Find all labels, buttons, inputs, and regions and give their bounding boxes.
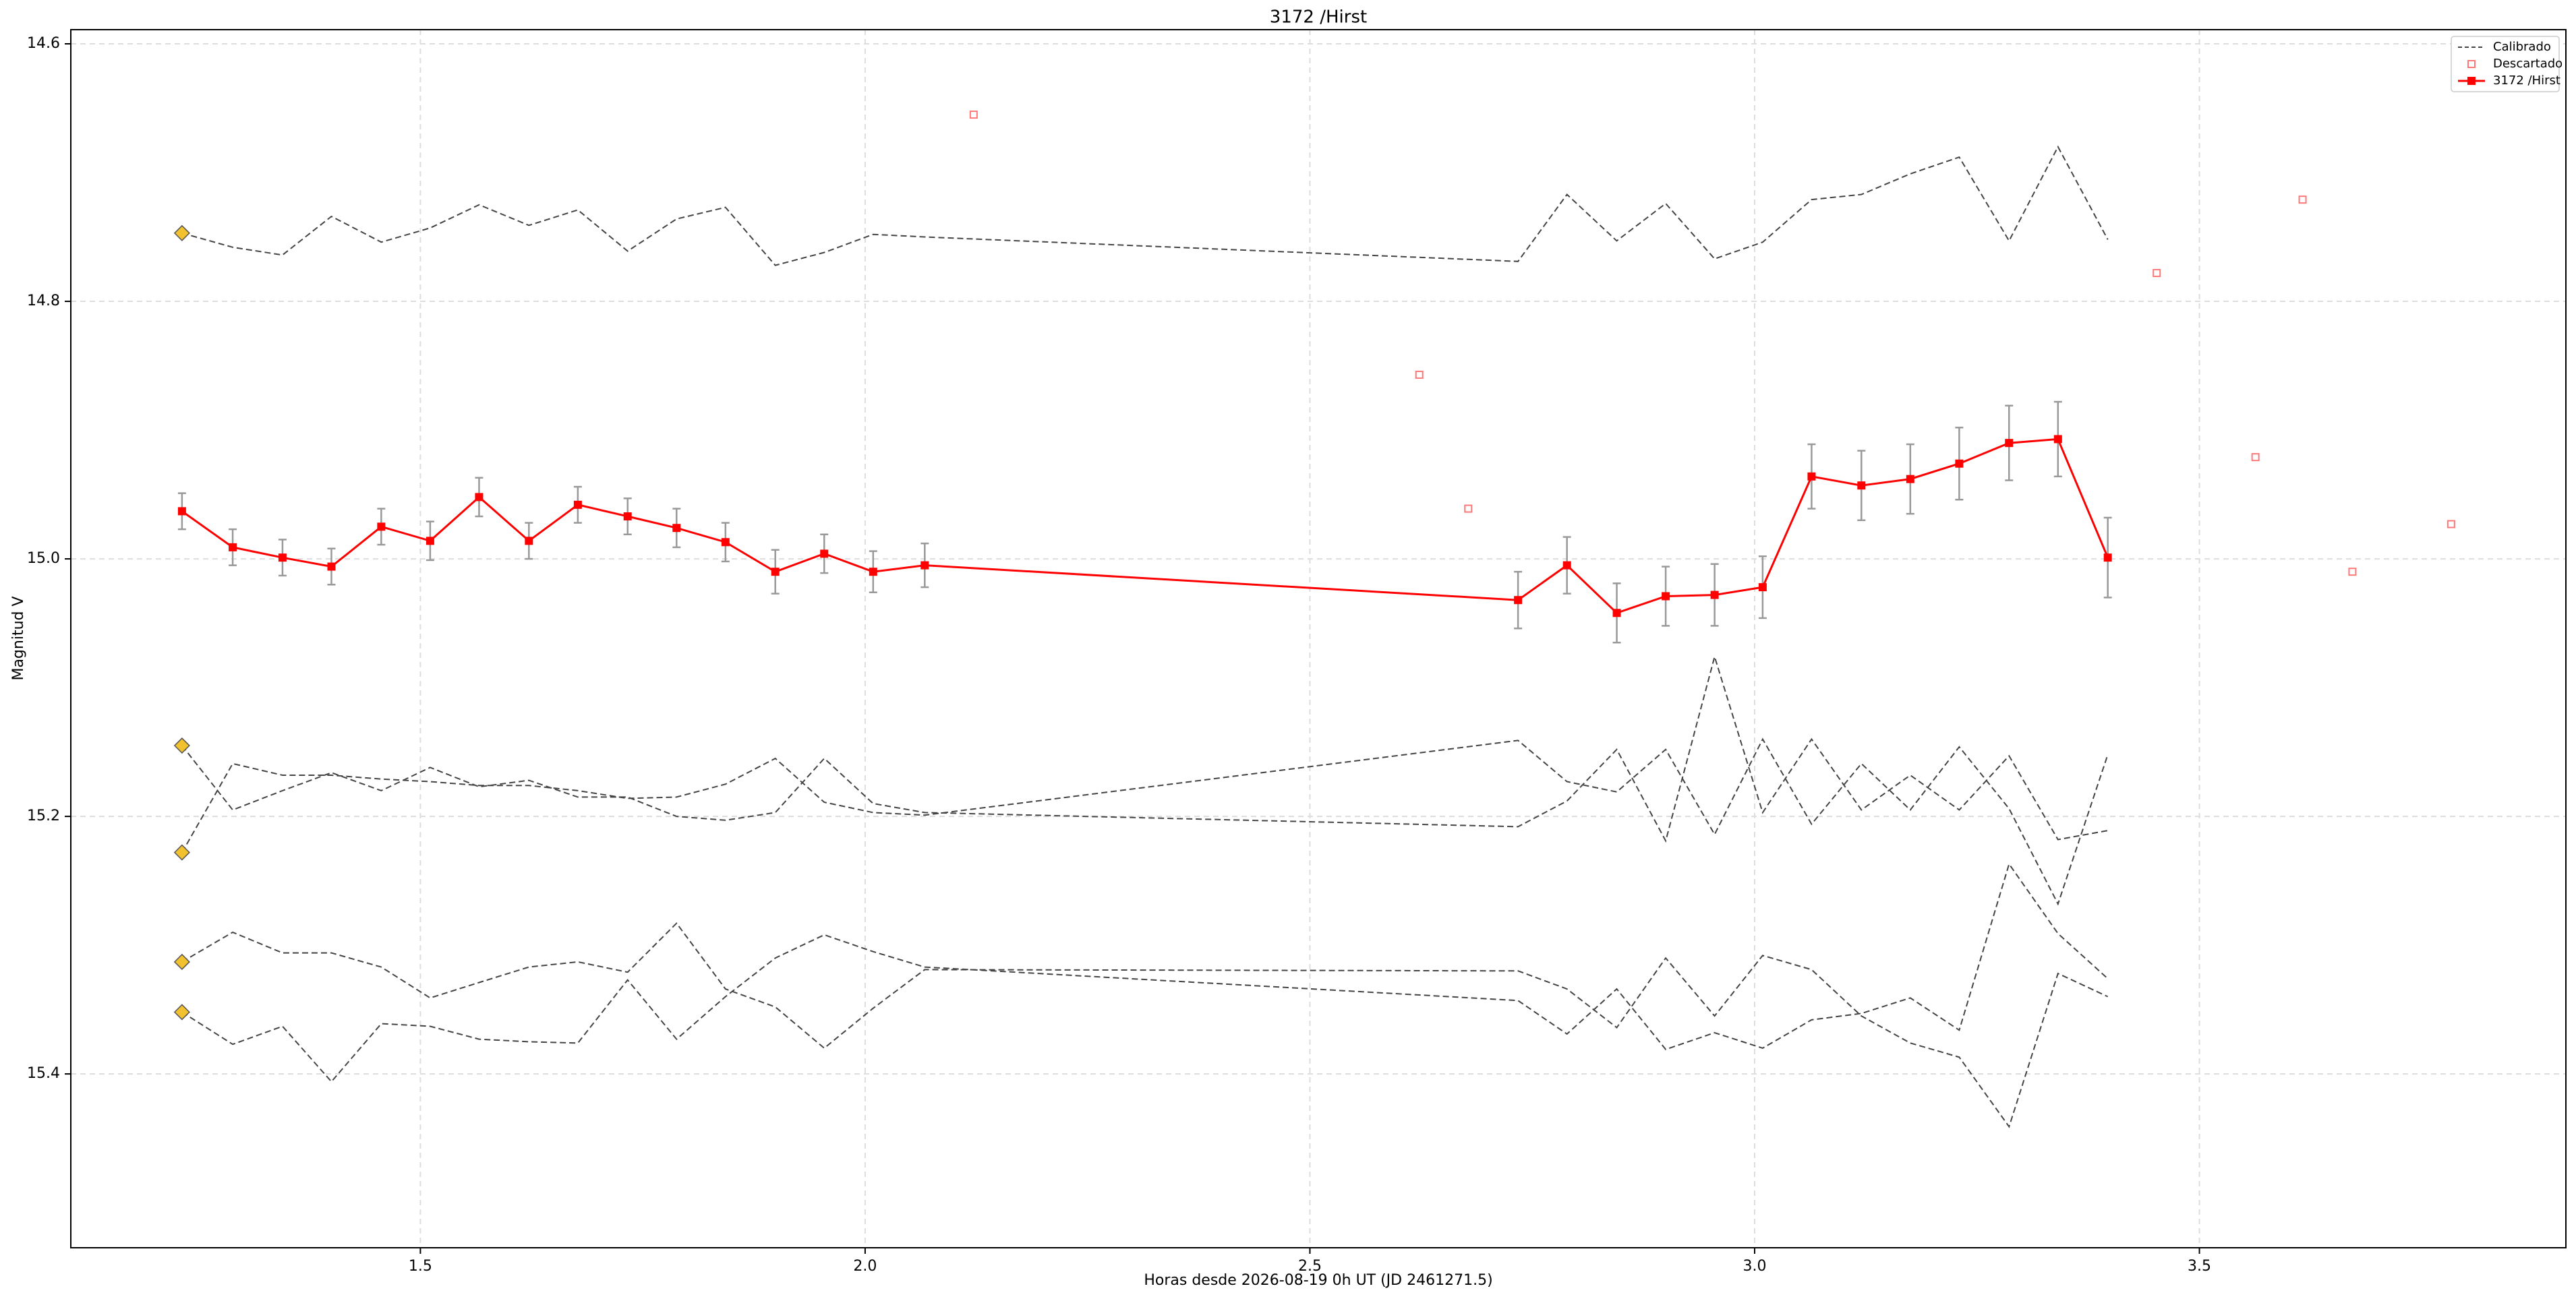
series-point xyxy=(623,512,632,521)
series-point xyxy=(1662,592,1670,601)
x-tick-label: 1.5 xyxy=(409,1258,432,1275)
legend-label: 3172 /Hirst xyxy=(2493,73,2560,88)
discarded-point xyxy=(2348,568,2357,576)
calibrated-line xyxy=(181,862,2109,1083)
legend-label: Descartado xyxy=(2493,57,2563,71)
series-point xyxy=(1906,475,1914,483)
y-tick-label: 15.0 xyxy=(27,550,60,567)
legend-label: Calibrado xyxy=(2493,40,2551,54)
series-point xyxy=(177,507,186,516)
chart-title: 3172 /Hirst xyxy=(1270,7,1367,28)
y-axis-label: Magnitud V xyxy=(10,596,27,680)
discarded-point xyxy=(2251,453,2260,462)
discarded-point xyxy=(2447,520,2455,528)
calibrated-line xyxy=(181,737,2109,906)
series-point xyxy=(1955,459,1964,468)
series-point xyxy=(278,553,287,562)
discarded-point xyxy=(2298,195,2307,204)
series-point xyxy=(229,543,237,551)
calibrated-line xyxy=(181,145,2109,266)
legend-swatch xyxy=(2467,77,2476,85)
series-point xyxy=(1807,472,1816,481)
series-point xyxy=(1562,561,1571,570)
series-point xyxy=(1758,583,1767,592)
series-point xyxy=(525,537,533,545)
series-point xyxy=(377,522,386,531)
x-axis-label: Horas desde 2026-08-19 0h UT (JD 2461271… xyxy=(1144,1272,1492,1289)
y-tick-label: 14.6 xyxy=(27,35,60,52)
x-tick-label: 2.0 xyxy=(853,1258,877,1275)
calibrated-marker xyxy=(173,224,190,241)
series-point xyxy=(1612,609,1621,617)
series-point xyxy=(2103,553,2112,562)
calibrated-line xyxy=(181,922,2109,1128)
series-point xyxy=(1514,596,1523,605)
series-point xyxy=(1710,591,1719,599)
series-point xyxy=(327,562,336,571)
series-point xyxy=(920,561,929,570)
series-point xyxy=(721,538,730,547)
series-point xyxy=(2053,435,2062,444)
series-point xyxy=(2005,439,2014,448)
calibrated-marker xyxy=(173,737,190,754)
series-point xyxy=(672,524,681,533)
y-tick-label: 15.2 xyxy=(27,808,60,824)
series-point xyxy=(573,500,582,509)
discarded-point xyxy=(1464,504,1473,513)
discarded-point xyxy=(2153,269,2161,278)
x-tick-label: 2.5 xyxy=(1298,1258,1322,1275)
calibrated-marker xyxy=(173,1004,190,1021)
series-point xyxy=(1857,481,1866,490)
plot-frame xyxy=(70,29,2567,1248)
y-tick-label: 14.8 xyxy=(27,293,60,309)
x-tick-label: 3.0 xyxy=(1743,1258,1767,1275)
discarded-point xyxy=(969,111,978,119)
legend-swatch xyxy=(2467,60,2476,68)
series-point xyxy=(771,568,780,576)
series-point xyxy=(426,537,434,545)
series-point xyxy=(475,493,484,502)
series-line xyxy=(181,437,2109,615)
series-point xyxy=(869,568,877,576)
y-tick-label: 15.4 xyxy=(27,1065,60,1082)
x-tick-label: 3.5 xyxy=(2188,1258,2211,1275)
discarded-point xyxy=(1415,370,1424,379)
calibrated-marker xyxy=(173,844,190,861)
series-point xyxy=(820,549,829,558)
calibrated-line xyxy=(181,654,2108,843)
legend-box xyxy=(2451,36,2560,92)
calibrated-marker xyxy=(173,953,190,971)
